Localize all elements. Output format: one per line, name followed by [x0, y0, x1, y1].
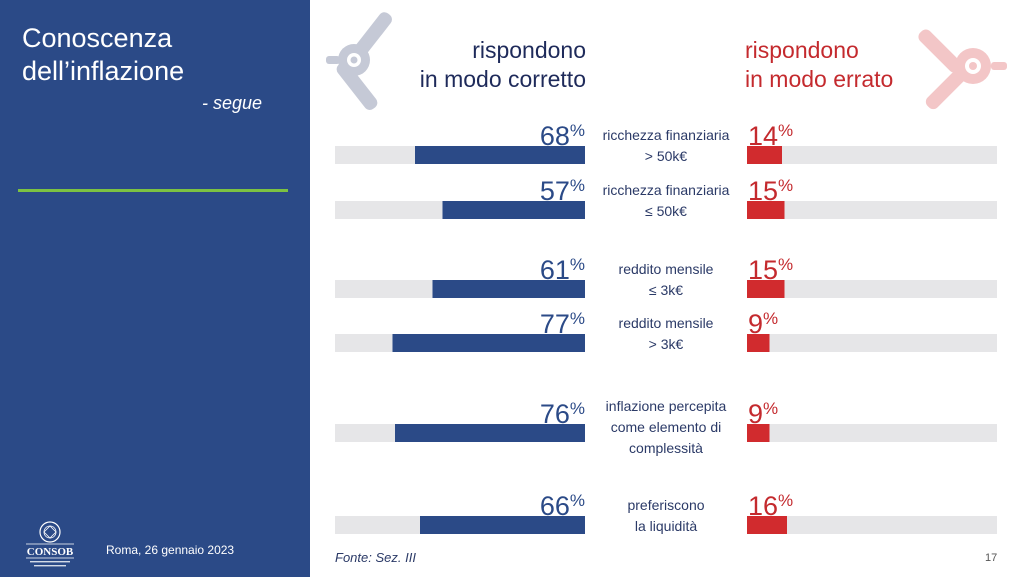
header-correct: rispondono in modo corretto: [360, 36, 586, 94]
header-correct-line-2: in modo corretto: [419, 66, 586, 92]
correct-bar: [442, 201, 585, 219]
category-label: ricchezza finanziaria > 50k€: [603, 127, 730, 164]
wrong-track: [747, 516, 997, 534]
correct-value-label: 61%: [540, 255, 585, 285]
wrong-track: [747, 424, 997, 442]
correct-value-label: 66%: [540, 491, 585, 521]
title-line-2: dell’inflazione: [22, 56, 185, 86]
title-line-1: Conoscenza: [22, 23, 173, 53]
wrong-value-label: 14%: [748, 121, 793, 151]
category-label: preferiscono la liquidità: [627, 497, 704, 534]
wrong-track: [747, 146, 997, 164]
category-label: ricchezza finanziaria ≤ 50k€: [603, 182, 730, 219]
correct-value-label: 68%: [540, 121, 585, 151]
presentation-date: Roma, 26 gennaio 2023: [106, 543, 235, 557]
header-wrong-line-1: rispondono: [745, 37, 859, 63]
category-label: reddito mensile ≤ 3k€: [619, 261, 714, 298]
compass-icon: [326, 12, 392, 110]
wrong-bar: [747, 146, 782, 164]
header-wrong: rispondono in modo errato: [745, 36, 971, 94]
correct-bar: [392, 334, 585, 352]
consob-logo-icon: CONSOB: [26, 521, 74, 567]
correct-bar: [415, 146, 585, 164]
page-subtitle: - segue: [201, 93, 262, 113]
wrong-value-label: 9%: [748, 399, 778, 429]
wrong-track: [747, 334, 997, 352]
wrong-bar: [747, 334, 770, 352]
page-number: 17: [985, 552, 998, 564]
wrong-value-label: 16%: [748, 491, 793, 521]
correct-value-label: 76%: [540, 399, 585, 429]
wrong-track: [747, 201, 997, 219]
category-label: reddito mensile > 3k€: [619, 315, 714, 352]
wrong-value-label: 15%: [748, 255, 793, 285]
sidebar: Conoscenza dell’inflazione - segue CONSO…: [0, 0, 310, 577]
source-note: Fonte: Sez. III: [335, 550, 416, 565]
category-label: inflazione percepita come elemento di comp…: [606, 398, 727, 456]
correct-value-label: 57%: [540, 176, 585, 206]
wrong-value-label: 15%: [748, 176, 793, 206]
logo-text: CONSOB: [27, 546, 74, 558]
wrong-bar: [747, 201, 785, 219]
correct-bar: [420, 516, 585, 534]
compass-icon-red: [918, 29, 1007, 110]
page-title: Conoscenza dell’inflazione: [22, 22, 184, 88]
wrong-track: [747, 280, 997, 298]
wrong-bar: [747, 516, 787, 534]
correct-bar: [395, 424, 585, 442]
wrong-bar: [747, 424, 770, 442]
accent-divider: [18, 189, 288, 192]
wrong-bar: [747, 280, 785, 298]
wrong-value-label: 9%: [748, 309, 778, 339]
correct-value-label: 77%: [540, 309, 585, 339]
header-correct-line-1: rispondono: [472, 37, 586, 63]
correct-bar: [432, 280, 585, 298]
header-wrong-line-2: in modo errato: [745, 66, 894, 92]
